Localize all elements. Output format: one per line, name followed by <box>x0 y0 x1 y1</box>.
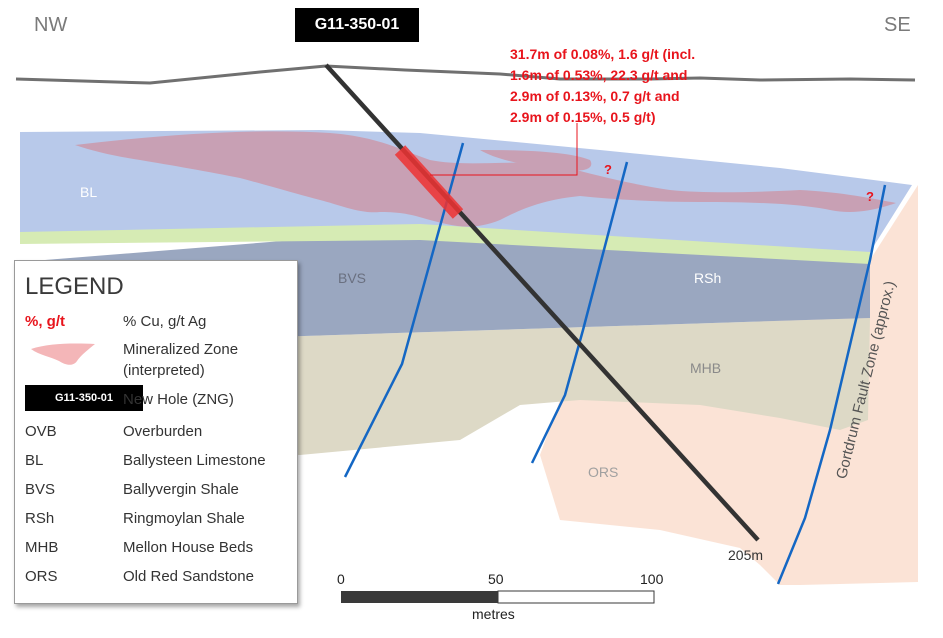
legend-code-ovb: OVB <box>25 423 57 440</box>
legend-code-bl: BL <box>25 452 44 469</box>
legend-code-rsh: RSh <box>25 510 55 527</box>
scale-tick-100: 100 <box>640 571 664 587</box>
unit-label-ors: ORS <box>588 464 619 480</box>
compass-se: SE <box>884 14 911 36</box>
unit-label-bl: BL <box>80 184 98 200</box>
legend-desc-bl: Ballysteen Limestone <box>123 452 266 469</box>
assay-line-4: 2.9m of 0.15%, 0.5 g/t) <box>510 109 656 125</box>
unit-label-mhb: MHB <box>690 360 722 376</box>
fault-line-1 <box>343 142 465 478</box>
mineralized-zone <box>75 131 896 227</box>
assay-line-1: 31.7m of 0.08%, 1.6 g/t (incl. <box>510 46 696 62</box>
question-mark-2: ? <box>866 189 874 204</box>
fault-line-2 <box>530 161 629 464</box>
legend-mineral-line-2: (interpreted) <box>123 362 205 379</box>
unit-label-bvs: BVS <box>338 270 367 286</box>
scale-bar-light <box>497 590 655 604</box>
scale-bar-dark <box>341 591 498 603</box>
bvs-layer <box>20 222 870 264</box>
compass-nw: NW <box>34 14 68 36</box>
legend-mineral-desc: Mineralized Zone (interpreted) <box>123 339 238 381</box>
callout-leader <box>430 123 578 176</box>
legend-desc-ovb: Overburden <box>123 423 203 440</box>
legend-desc-bvs: Ballyvergin Shale <box>123 481 239 498</box>
assay-line-2: 1.6m of 0.53%, 22.3 g/t and <box>510 67 688 83</box>
legend-assay-code: %, g/t <box>25 313 65 330</box>
mineralized-zone-finger <box>480 150 592 171</box>
scale-unit: metres <box>472 606 515 622</box>
fault-line-3 <box>776 184 887 585</box>
unit-label-rsh: RSh <box>694 270 722 286</box>
assay-callout: 31.7m of 0.08%, 1.6 g/t (incl. 1.6m of 0… <box>510 44 695 128</box>
legend-desc-rsh: Ringmoylan Shale <box>123 510 245 527</box>
legend-mineral-line-1: Mineralized Zone <box>123 341 239 358</box>
legend-code-bvs: BVS <box>25 481 56 498</box>
legend-assay-desc: % Cu, g/t Ag <box>123 313 207 330</box>
legend-desc-ors: Old Red Sandstone <box>123 568 254 585</box>
legend: LEGEND %, g/t % Cu, g/t Ag Mineralized Z… <box>14 260 298 604</box>
scale-tick-50: 50 <box>488 571 504 587</box>
ground-surface <box>15 64 916 85</box>
scale-tick-0: 0 <box>337 571 345 587</box>
hole-title: G11-350-01 <box>295 8 419 42</box>
legend-desc-mhb: Mellon House Beds <box>123 539 254 556</box>
assay-line-3: 2.9m of 0.13%, 0.7 g/t and <box>510 88 680 104</box>
question-mark-1: ? <box>604 162 612 177</box>
legend-hole-badge: G11-350-01 <box>25 385 143 411</box>
legend-title: LEGEND <box>25 273 124 300</box>
intercept-highlight <box>394 145 464 219</box>
legend-hole-desc: New Hole (ZNG) <box>123 391 234 408</box>
mineralized-zone-swatch <box>31 343 95 365</box>
legend-code-mhb: MHB <box>25 539 59 556</box>
legend-code-ors: ORS <box>25 568 58 585</box>
drill-hole <box>324 63 760 542</box>
depth-label: 205m <box>728 547 764 563</box>
